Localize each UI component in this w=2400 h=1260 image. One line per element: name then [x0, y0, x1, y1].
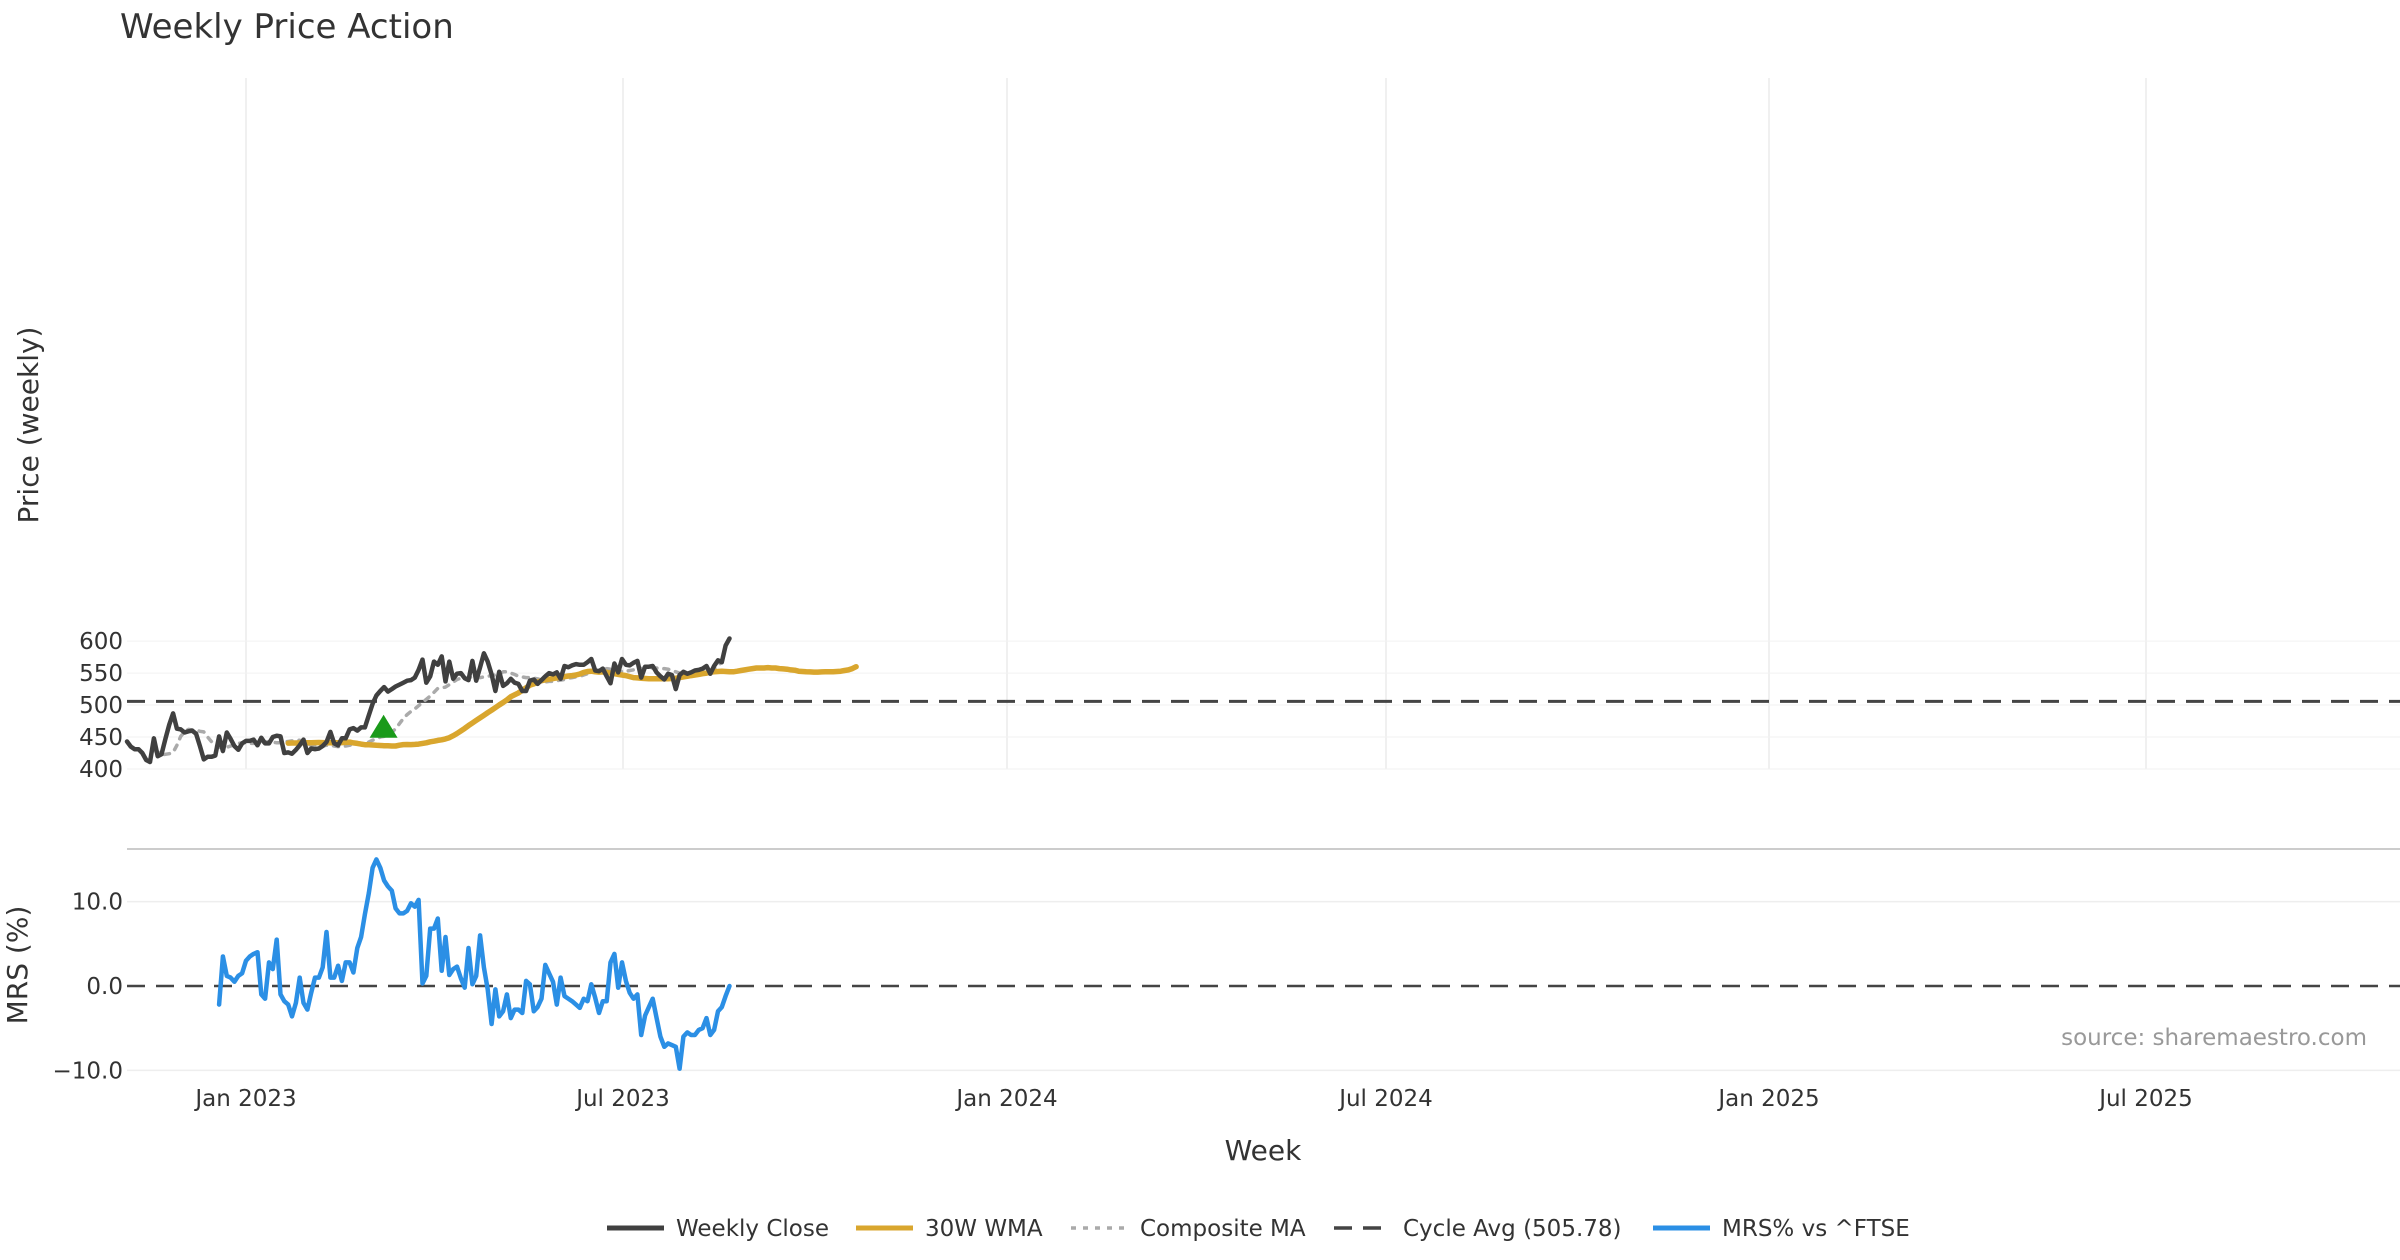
chart-title: Weekly Price Action	[120, 7, 454, 47]
x-tick-label: Jan 2025	[1716, 1086, 1819, 1112]
x-tick-label: Jan 2023	[193, 1086, 296, 1112]
composite-ma-line	[152, 659, 724, 757]
mrs-line	[216, 857, 732, 1071]
axis-ticks: 400 450 500 550 600 −10.0 0.0 10.0 Jan 2023 Jul 2…	[53, 629, 2193, 1112]
legend: Weekly Close 30W WMA Composite MA Cycle Avg…	[607, 1216, 1910, 1242]
mrs-y-axis-label: MRS (%)	[1, 906, 34, 1025]
price-y-tick-label: 550	[79, 661, 123, 687]
weekly-close-line	[124, 636, 732, 765]
mrs-y-tick-label: 10.0	[72, 890, 123, 916]
price-y-tick-label: 600	[79, 629, 123, 655]
legend-label: MRS% vs ^FTSE	[1722, 1216, 1910, 1242]
x-tick-label: Jul 2025	[2097, 1086, 2193, 1112]
mrs-grid	[127, 848, 2400, 1072]
x-tick-label: Jan 2024	[954, 1086, 1057, 1112]
buy-signal-marker	[369, 714, 398, 738]
price-y-axis-label: Price (weekly)	[12, 327, 45, 524]
price-y-tick-label: 400	[79, 757, 123, 783]
source-watermark: source: sharemaestro.com	[2061, 1025, 2367, 1051]
x-tick-label: Jul 2024	[1337, 1086, 1433, 1112]
signal-markers	[369, 714, 398, 738]
x-axis-label: Week	[1225, 1134, 1302, 1167]
price-y-tick-label: 450	[79, 725, 123, 751]
legend-label: Weekly Close	[676, 1216, 829, 1242]
mrs-y-tick-label: −10.0	[53, 1058, 123, 1084]
series-lines	[124, 636, 2400, 1071]
x-tick-label: Jul 2023	[574, 1086, 670, 1112]
legend-label: Cycle Avg (505.78)	[1403, 1216, 1622, 1242]
legend-label: 30W WMA	[925, 1216, 1043, 1242]
legend-label: Composite MA	[1140, 1216, 1306, 1242]
price-grid	[127, 78, 2400, 770]
30w-wma-line	[285, 663, 859, 749]
price-y-tick-label: 500	[79, 693, 123, 719]
mrs-y-tick-label: 0.0	[86, 974, 123, 1000]
